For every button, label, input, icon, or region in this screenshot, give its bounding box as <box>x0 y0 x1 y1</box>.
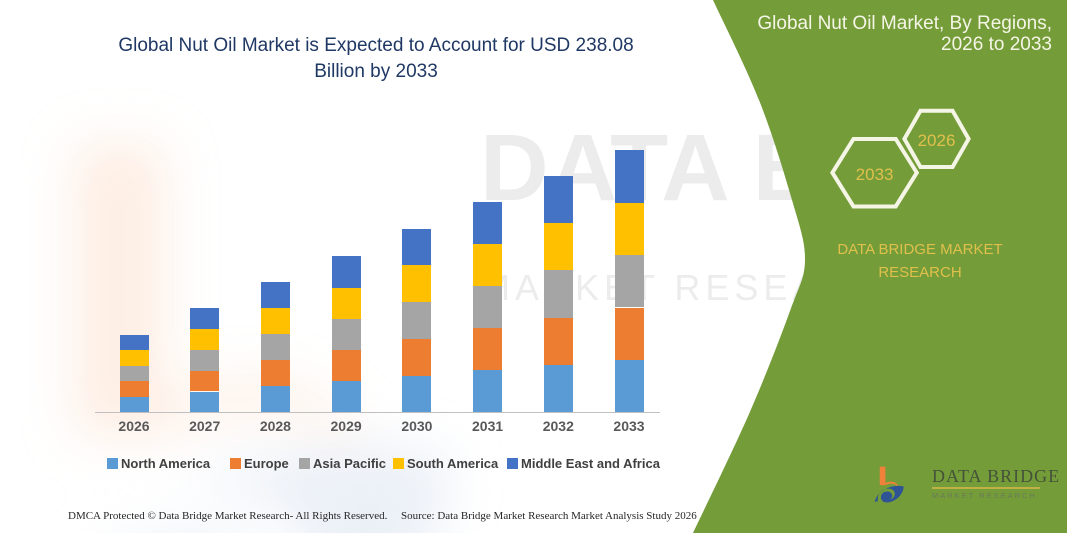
svg-text:2033: 2033 <box>856 165 894 184</box>
svg-text:MARKET RESEARCH: MARKET RESEARCH <box>932 491 1037 500</box>
svg-text:2026: 2026 <box>918 131 956 150</box>
svg-text:DATA BRIDGE: DATA BRIDGE <box>932 466 1060 486</box>
